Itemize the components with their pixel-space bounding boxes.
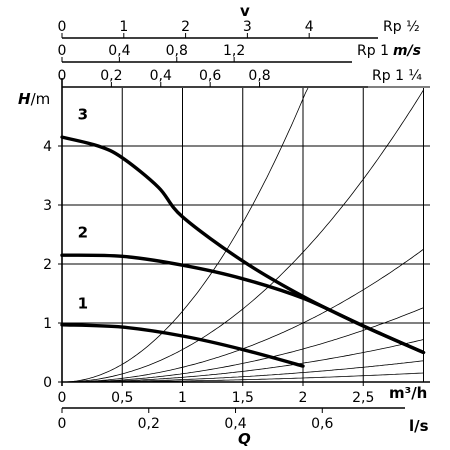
x-tick-label-ls: 0,2 — [138, 416, 160, 432]
velocity-tick-label: 0,8 — [248, 68, 270, 84]
velocity-scale-2-name: Rp 1 m/s — [357, 43, 421, 59]
grid — [62, 86, 430, 382]
velocity-tick-label: 1,2 — [223, 43, 245, 59]
q-label: Q — [238, 430, 251, 448]
velocity-title: v — [240, 2, 250, 20]
y-tick-label: 3 — [43, 198, 52, 214]
velocity-tick-label: 0 — [58, 19, 67, 35]
pump-curve-3 — [60, 135, 426, 355]
velocity-tick-label: 0,4 — [150, 68, 172, 84]
curve-label-1: 1 — [78, 294, 88, 312]
x-tick-label-m3h: 1,5 — [232, 390, 254, 406]
pump-curves — [60, 135, 426, 368]
velocity-scale-1-name: Rp ½ — [383, 19, 420, 35]
x-tick-label-m3h: 1 — [178, 390, 187, 406]
y-tick-label: 2 — [43, 257, 52, 273]
y-tick-label: 0 — [43, 375, 52, 391]
x-axis-label-ls: l/s — [409, 417, 429, 435]
labels: 1 2 3 — [78, 105, 88, 312]
x-tick-label-m3h: 2 — [299, 390, 308, 406]
system-curve — [62, 87, 309, 383]
velocity-tick-label: 0,2 — [100, 68, 122, 84]
pump-curve-1 — [60, 323, 305, 368]
x-tick-label-ls: 0,6 — [311, 416, 333, 432]
velocity-tick-label: 3 — [243, 19, 252, 35]
x-tick-label-m3h: 2,5 — [352, 390, 374, 406]
system-curve — [62, 339, 424, 383]
x-tick-label-ls: 0 — [58, 416, 67, 432]
curve-label-3: 3 — [78, 105, 88, 123]
velocity-tick-label: 0 — [58, 68, 67, 84]
y-tick-label: 4 — [43, 139, 52, 155]
x-axis-label-m3h: m³/h — [389, 384, 427, 402]
x-tick-label-m3h: 0 — [58, 390, 67, 406]
curve-label-2: 2 — [78, 223, 88, 241]
velocity-tick-label: 1 — [119, 19, 128, 35]
x-tick-label-m3h: 0,5 — [111, 390, 133, 406]
velocity-tick-label: 2 — [181, 19, 190, 35]
system-curve — [62, 89, 424, 383]
velocity-tick-label: 0,4 — [108, 43, 130, 59]
x-tick-label-ls: 0,4 — [224, 416, 246, 432]
velocity-tick-label: 0,8 — [166, 43, 188, 59]
velocity-tick-label: 0,6 — [199, 68, 221, 84]
velocity-tick-label: 0 — [58, 43, 67, 59]
system-curve — [62, 307, 424, 383]
y-tick-label: 1 — [43, 316, 52, 332]
y-axis-label: H/m — [18, 90, 50, 108]
velocity-scale-3-name: Rp 1 ¼ — [372, 68, 422, 84]
velocity-tick-label: 4 — [305, 19, 314, 35]
